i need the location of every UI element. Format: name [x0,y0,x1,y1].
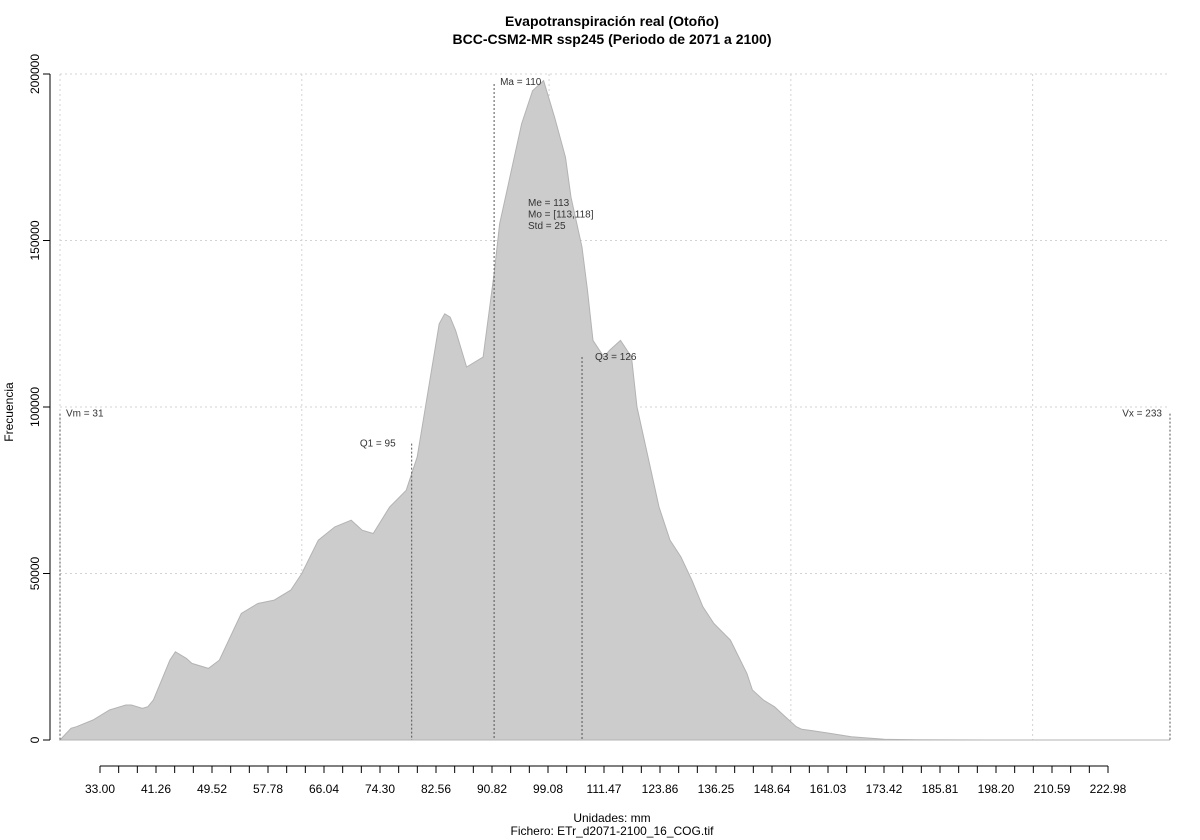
density-area [58,79,1170,741]
ma-label: Ma = 110 [500,77,542,88]
x-tick-label: 198.20 [978,782,1015,796]
x-tick-label: 82.56 [421,782,451,796]
x-tick-label: 210.59 [1034,782,1071,796]
x-tick-label: 136.25 [698,782,735,796]
density-fill [58,79,1170,741]
vx-label: Vx = 233 [1122,409,1162,420]
x-tick-label: 66.04 [309,782,339,796]
x-tick-label: 74.30 [365,782,395,796]
x-axis-label: Unidades: mm [573,811,650,825]
chart-subtitle: BCC-CSM2-MR ssp245 (Periodo de 2071 a 21… [453,31,772,47]
y-tick-label: 0 [28,736,42,743]
caption: Fichero: ETr_d2071-2100_16_COG.tif [511,824,715,838]
y-axis-label: Frecuencia [2,382,16,442]
x-tick-label: 148.64 [754,782,791,796]
x-tick-label: 33.00 [85,782,115,796]
x-tick-label: 90.82 [477,782,507,796]
y-tick-label: 100000 [28,387,42,427]
y-tick-label: 150000 [28,220,42,260]
vm-label: Vm = 31 [66,409,104,420]
x-tick-label: 111.47 [587,782,622,796]
q3-label: Q3 = 126 [595,352,637,363]
x-tick-label: 41.26 [141,782,171,796]
stat-line: Mo = [113,118] [528,210,594,221]
y-tick-label: 50000 [28,556,42,590]
q1-label: Q1 = 95 [360,439,396,450]
x-tick-label: 123.86 [642,782,679,796]
x-tick-label: 57.78 [253,782,283,796]
x-tick-label: 222.98 [1090,782,1127,796]
annotations: Vm = 31 Q1 = 95 Ma = 110 Q3 = 126 Vx = 233 Me… [59,77,1171,740]
x-tick-label: 185.81 [922,782,959,796]
stat-line: Me = 113 [528,198,570,209]
chart-title: Evapotranspiración real (Otoño) [505,13,719,29]
x-tick-label: 173.42 [866,782,903,796]
x-tick-label: 161.03 [810,782,847,796]
x-tick-label: 49.52 [197,782,227,796]
axes: 0 50000 100000 150000 200000 33.00 41.26 49.52 5… [28,54,1127,796]
y-tick-label: 200000 [28,54,42,94]
x-tick-label: 99.08 [533,782,563,796]
stat-line: Std = 25 [528,221,566,232]
